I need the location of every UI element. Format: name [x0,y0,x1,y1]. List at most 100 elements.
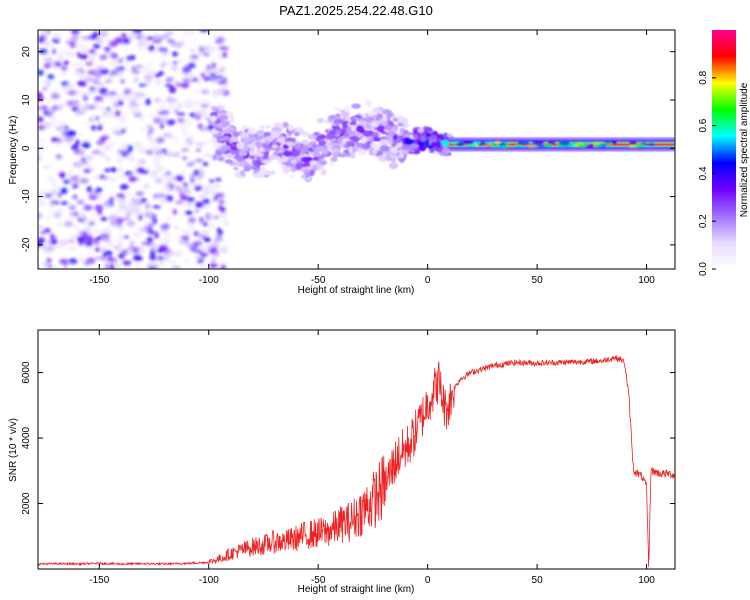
spectrogram-cell [210,115,217,122]
spectrogram-cell [211,130,219,135]
spectrogram-cell [95,241,100,246]
spectrogram-cell [38,111,42,116]
spectrogram-cell [107,95,116,102]
spectrogram-cell [76,88,82,96]
spectrogram-cell [361,143,372,150]
spectrogram-cell [109,60,117,67]
spectrogram-cell [124,191,131,199]
spectrogram-cell [73,71,83,76]
spectrogram-cell [229,136,239,143]
spectrogram-cell [77,80,87,87]
spectrogram-cell [378,154,388,162]
spectrogram-cell [108,141,115,146]
spectrogram-cell [605,142,613,146]
spectrogram-cell [116,241,124,248]
spectrogram-cell [277,137,285,144]
spectrogram-cell [90,69,99,73]
spectrogram-cell [66,100,76,107]
spectrogram-cell [351,147,358,153]
spectrogram-cell [294,142,302,150]
spectrogram-cell [44,193,53,198]
spectrogram-cell [202,98,209,103]
spectrogram-cell [213,75,223,79]
spectrogram-cell [402,122,409,129]
spectrogram-cell [381,109,392,115]
spectrogram-x-tick-label: 100 [638,275,655,286]
spectrogram-cell [38,92,43,97]
spectrogram-cell [108,40,118,48]
spectrogram-cell [123,37,131,42]
spectrogram-cell [198,123,203,130]
spectrogram-cell [147,133,152,140]
spectrogram-cell [42,87,48,91]
spectrogram-cell [127,218,133,225]
spectrogram-cell [472,141,481,145]
spectrogram-cell [62,85,68,92]
spectrogram-cell [126,98,132,105]
spectrogram-cell [176,125,186,129]
spectrogram-cell [117,167,124,174]
spectrogram-cell [193,101,202,106]
spectrogram-cell [92,229,103,234]
spectrogram-cell [368,135,374,143]
spectrogram-cell [157,260,166,266]
spectrogram-cell [131,66,137,70]
spectrogram-cell [164,83,174,88]
spectrogram-cell [46,163,57,168]
spectrogram-cell [185,230,192,237]
spectrogram-cell [131,107,141,115]
spectrogram-cell [168,260,176,265]
spectrogram-cell [170,79,180,84]
spectrogram-cell [302,162,311,167]
spectrogram-cell [345,140,355,146]
spectrogram-cell [84,76,95,83]
spectrogram-cell [58,171,66,178]
spectrogram-cell [46,257,52,263]
spectrogram-cell [67,90,77,96]
spectrogram-cell [79,178,89,184]
spectrogram-cell [92,31,99,38]
spectrogram-cell [166,251,176,256]
spectrogram-cell [159,228,169,234]
spectrogram-cell [89,56,95,64]
spectrogram-cell [256,171,265,179]
spectrogram-cell [128,91,139,99]
spectrogram-cell [191,77,199,82]
spectrogram-cell [91,150,101,155]
spectrogram-cell [183,201,193,208]
spectrogram-cell [532,140,544,144]
spectrogram-cell [223,84,229,89]
spectrogram-cell [38,154,41,161]
spectrogram-cell [173,152,180,158]
spectrogram-cell [117,100,124,106]
spectrogram-cell [96,235,102,241]
spectrogram-cell [188,217,196,224]
spectrogram-cell [95,187,103,194]
spectrogram-cell [372,148,378,155]
spectrogram-cell [526,144,538,148]
spectrogram-cell [63,60,70,66]
spectrogram-cell [131,69,141,75]
spectrogram-cell [39,230,47,235]
spectrogram-cell [136,141,144,147]
spectrogram-cell [99,68,110,75]
spectrogram-cell [397,153,405,159]
spectrogram-cell [201,141,211,145]
spectrogram-cell [258,147,266,153]
spectrogram-cell [126,144,134,152]
spectrogram-x-label: Height of straight line (km) [298,285,415,296]
spectrogram-cell [129,240,135,248]
spectrogram-cell [282,121,289,129]
spectrogram-cell [120,249,129,255]
spectrogram-cell [199,216,204,223]
spectrogram-cell [49,233,56,240]
spectrogram-cell [38,212,43,220]
spectrogram-cell [446,133,453,138]
spectrogram-cell [166,178,171,184]
spectrogram-cell [69,203,74,209]
spectrogram-cell [47,108,55,115]
spectrogram-cell [86,186,92,193]
spectrogram-cell [108,72,115,77]
spectrogram-cell [190,247,196,252]
spectrogram-cell [83,168,92,173]
